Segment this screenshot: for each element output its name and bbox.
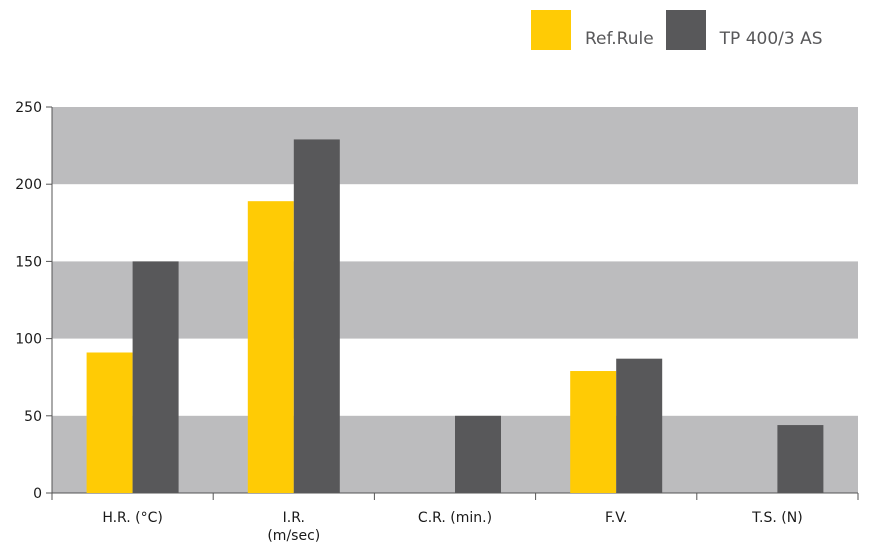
bar-ref-rule-3 — [570, 371, 617, 493]
grid-band-2 — [52, 107, 858, 185]
grid-band-1 — [52, 261, 858, 339]
bar-tp-400-3-as-1 — [293, 139, 340, 493]
x-category-label-4: T.S. (N) — [751, 510, 803, 526]
y-tick-label-3: 150 — [15, 254, 42, 270]
legend-item-ref-rule: Ref.Rule — [531, 10, 654, 50]
y-tick-label-0: 0 — [33, 486, 42, 502]
y-tick-label-2: 100 — [15, 332, 42, 348]
legend-swatch-ref-rule — [531, 10, 571, 50]
y-tick-label-1: 50 — [24, 409, 42, 425]
bar-tp-400-3-as-0 — [132, 261, 179, 493]
bar-ref-rule-1 — [247, 201, 294, 493]
x-category-label-1-line-1: (m/sec) — [267, 528, 320, 544]
bar-tp-400-3-as-3 — [616, 358, 663, 493]
y-tick-label-4: 200 — [15, 177, 42, 193]
legend-swatch-tp-400-3-as — [665, 10, 706, 50]
y-tick-label-5: 250 — [15, 100, 42, 116]
x-category-label-2: C.R. (min.) — [418, 510, 492, 526]
bar-tp-400-3-as-4 — [777, 425, 824, 493]
bar-ref-rule-0 — [86, 352, 133, 493]
x-category-label-0: H.R. (°C) — [102, 510, 163, 526]
x-category-label-3: F.V. — [605, 510, 627, 526]
legend-label-tp-400-3-as: TP 400/3 AS — [719, 29, 823, 49]
legend: Ref.Rule TP 400/3 AS — [531, 10, 835, 50]
legend-item-tp-400-3-as: TP 400/3 AS — [665, 10, 823, 50]
legend-label-ref-rule: Ref.Rule — [585, 29, 654, 49]
x-category-label-1: I.R. — [283, 510, 305, 526]
bar-tp-400-3-as-2 — [455, 415, 501, 493]
